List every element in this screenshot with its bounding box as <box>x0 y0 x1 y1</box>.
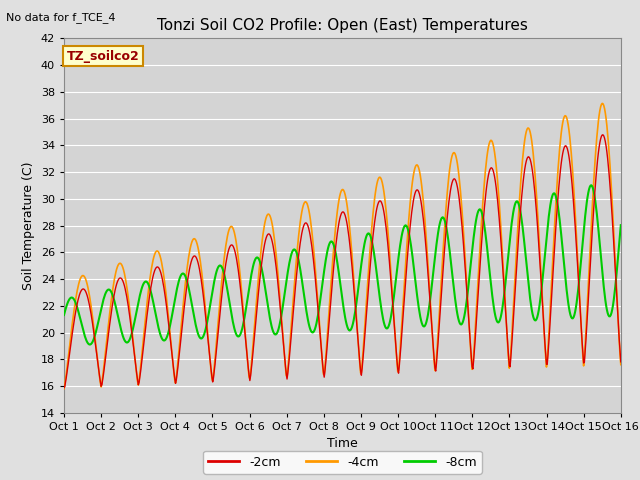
Text: TZ_soilco2: TZ_soilco2 <box>67 49 140 62</box>
Legend: -2cm, -4cm, -8cm: -2cm, -4cm, -8cm <box>204 451 481 474</box>
Title: Tonzi Soil CO2 Profile: Open (East) Temperatures: Tonzi Soil CO2 Profile: Open (East) Temp… <box>157 18 528 33</box>
Y-axis label: Soil Temperature (C): Soil Temperature (C) <box>22 161 35 290</box>
Text: No data for f_TCE_4: No data for f_TCE_4 <box>6 12 116 23</box>
X-axis label: Time: Time <box>327 437 358 450</box>
